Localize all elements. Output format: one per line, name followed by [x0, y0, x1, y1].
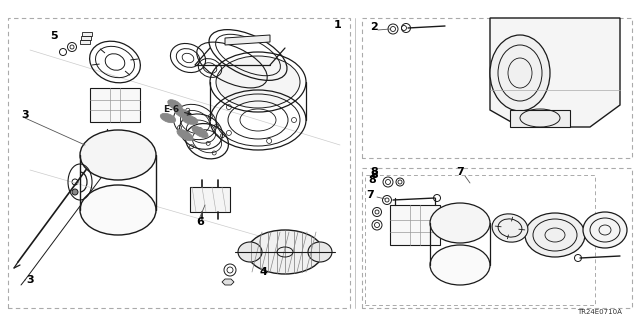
Ellipse shape: [492, 214, 528, 242]
Polygon shape: [82, 32, 92, 36]
Text: 7: 7: [456, 167, 464, 177]
Text: 3: 3: [21, 110, 29, 120]
Ellipse shape: [216, 56, 300, 108]
Text: 4: 4: [259, 267, 267, 277]
Text: 8: 8: [368, 175, 376, 185]
Ellipse shape: [308, 242, 332, 262]
Polygon shape: [90, 88, 140, 122]
Polygon shape: [80, 40, 90, 44]
Ellipse shape: [447, 215, 460, 225]
Bar: [365, 175, 595, 305]
Ellipse shape: [454, 221, 467, 231]
Polygon shape: [390, 205, 440, 245]
Polygon shape: [81, 36, 91, 40]
Ellipse shape: [238, 242, 262, 262]
Text: 5: 5: [50, 31, 58, 41]
Text: 1: 1: [334, 20, 342, 30]
Ellipse shape: [247, 230, 323, 274]
Ellipse shape: [490, 35, 550, 111]
Polygon shape: [510, 110, 570, 127]
Ellipse shape: [459, 228, 471, 236]
Ellipse shape: [161, 113, 175, 123]
Ellipse shape: [80, 130, 156, 180]
Ellipse shape: [175, 108, 189, 118]
Polygon shape: [225, 35, 270, 45]
Text: 8: 8: [370, 167, 378, 177]
Circle shape: [72, 189, 78, 195]
Text: 3: 3: [26, 275, 34, 285]
Polygon shape: [222, 279, 234, 285]
Text: 6: 6: [196, 217, 204, 227]
Text: 7: 7: [366, 190, 374, 200]
Ellipse shape: [445, 228, 458, 236]
Ellipse shape: [525, 213, 585, 257]
Ellipse shape: [583, 212, 627, 248]
Polygon shape: [190, 187, 230, 212]
Text: TR24E0710A: TR24E0710A: [577, 309, 622, 315]
Ellipse shape: [80, 185, 156, 235]
Ellipse shape: [430, 203, 490, 243]
Text: 2: 2: [370, 22, 378, 32]
Ellipse shape: [192, 126, 208, 138]
Text: E-6: E-6: [163, 105, 191, 115]
Ellipse shape: [168, 100, 182, 110]
Ellipse shape: [177, 129, 193, 141]
Ellipse shape: [182, 116, 198, 124]
Ellipse shape: [430, 245, 490, 285]
Text: 8: 8: [370, 170, 378, 180]
Polygon shape: [490, 18, 620, 127]
